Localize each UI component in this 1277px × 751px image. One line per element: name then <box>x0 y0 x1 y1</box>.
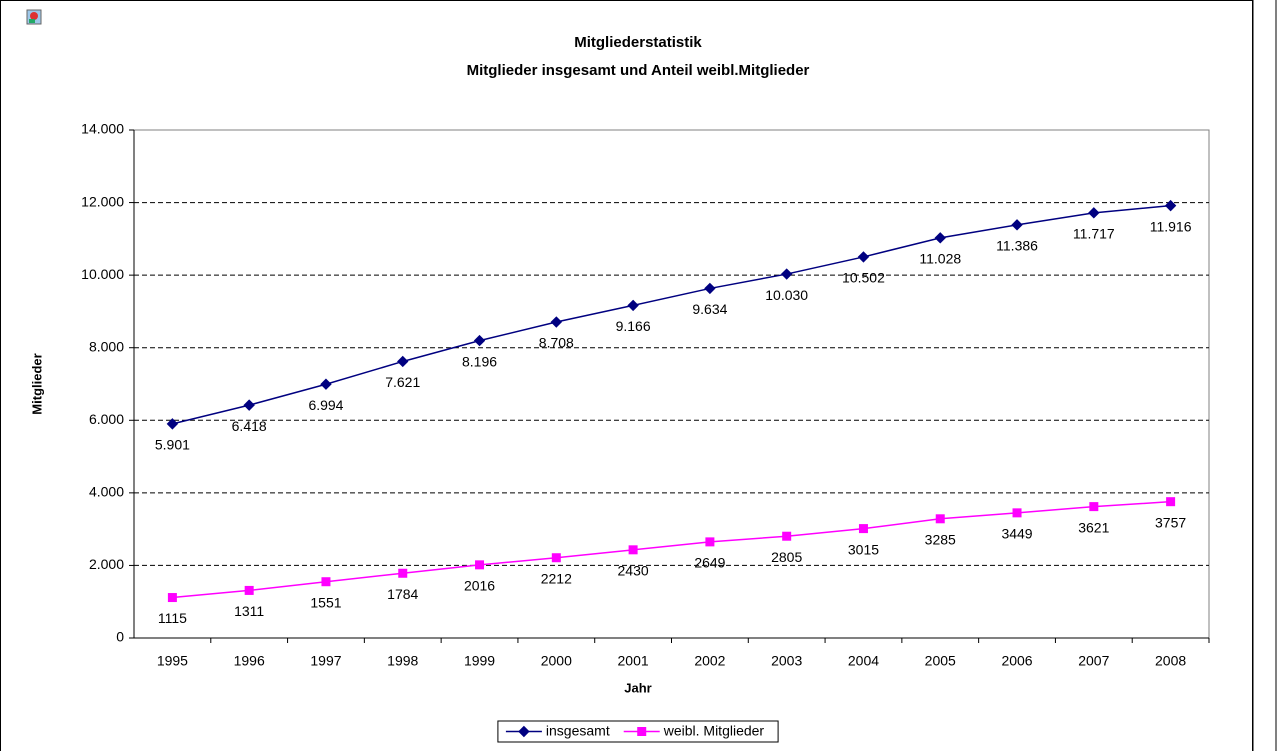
y-tick-label: 10.000 <box>81 266 124 282</box>
point <box>321 577 331 587</box>
point <box>243 399 255 411</box>
data-label: 6.418 <box>232 418 267 434</box>
data-label: 11.028 <box>919 251 961 267</box>
x-tick-label: 2000 <box>541 653 572 669</box>
legend-label: insgesamt <box>546 723 610 739</box>
x-tick-label: 2008 <box>1155 653 1186 669</box>
point <box>627 299 639 312</box>
point <box>705 537 715 547</box>
x-tick-label: 1999 <box>464 653 495 669</box>
legend-label: weibl. Mitglieder <box>663 723 765 739</box>
point <box>1164 199 1177 212</box>
data-label: 2649 <box>694 555 725 571</box>
plot-area <box>133 129 1210 639</box>
point <box>934 232 946 244</box>
x-tick-label: 2004 <box>848 653 879 669</box>
point <box>475 560 485 570</box>
y-tick-label: 6.000 <box>89 411 124 427</box>
data-label: 9.166 <box>616 318 651 334</box>
data-label: 1551 <box>310 594 341 610</box>
y-axis-title: Mitglieder <box>29 353 44 414</box>
x-tick-label: 1997 <box>310 653 341 669</box>
point <box>782 531 792 541</box>
chart-subtitle: Mitglieder insgesamt und Anteil weibl.Mi… <box>467 62 810 79</box>
y-tick-label: 14.000 <box>81 121 124 137</box>
data-label: 9.634 <box>692 301 727 317</box>
line <box>172 500 1171 599</box>
data-label: 7.621 <box>385 374 420 390</box>
point <box>1166 497 1176 507</box>
data-label: 11.386 <box>996 238 1038 254</box>
line <box>172 204 1171 425</box>
data-label: 3449 <box>1001 526 1032 542</box>
point <box>167 593 177 603</box>
point <box>166 418 179 430</box>
x-tick-label: 2006 <box>1001 653 1032 669</box>
y-tick-label: 8.000 <box>89 338 124 354</box>
point <box>551 553 561 563</box>
point <box>550 316 563 328</box>
data-label: 2430 <box>618 563 649 579</box>
x-tick-label: 1995 <box>157 653 188 669</box>
point <box>858 524 868 534</box>
legend: insgesamt weibl. Mitglieder <box>497 720 779 743</box>
data-label: 1784 <box>387 586 418 602</box>
y-tick-label: 2.000 <box>89 556 124 572</box>
x-tick-label: 1996 <box>234 653 265 669</box>
data-label: 1311 <box>234 603 264 619</box>
data-label: 11.717 <box>1073 226 1115 242</box>
x-tick-label: 2005 <box>925 653 956 669</box>
x-tick-label: 1998 <box>387 653 418 669</box>
y-tick-label: 12.000 <box>81 193 124 209</box>
icon <box>26 9 42 25</box>
x-tick-label: 2002 <box>694 653 725 669</box>
point <box>935 514 945 524</box>
y-tick-label: 0 <box>116 629 124 645</box>
point <box>1011 219 1023 231</box>
point <box>397 355 409 368</box>
point <box>320 378 332 390</box>
data-label: 2016 <box>464 578 495 594</box>
point <box>1012 508 1022 518</box>
point <box>704 282 716 295</box>
data-label: 5.901 <box>155 437 190 453</box>
data-label: 8.708 <box>539 335 574 351</box>
point <box>398 568 408 578</box>
data-label: 2212 <box>541 570 572 586</box>
x-tick-label: 2001 <box>618 653 649 669</box>
data-label: 3757 <box>1155 514 1186 530</box>
y-tick-label: 4.000 <box>89 484 124 500</box>
chart-title: Mitgliederstatistik <box>574 34 702 51</box>
point <box>780 268 793 280</box>
data-label: 3621 <box>1078 519 1109 535</box>
data-label: 2805 <box>771 549 802 565</box>
point <box>1089 502 1099 512</box>
data-label: 3015 <box>848 541 879 557</box>
point <box>628 545 638 555</box>
point <box>857 251 870 263</box>
point <box>244 585 254 595</box>
x-axis-title: Jahr <box>624 680 651 695</box>
point <box>637 727 647 736</box>
point <box>473 334 486 347</box>
data-label: 8.196 <box>462 353 497 369</box>
x-tick-label: 2003 <box>771 653 802 669</box>
point <box>518 725 530 738</box>
data-label: 11.916 <box>1150 218 1192 234</box>
x-tick-label: 2007 <box>1078 653 1109 669</box>
data-label: 3285 <box>925 532 956 548</box>
data-label: 10.502 <box>842 270 885 286</box>
data-label: 6.994 <box>308 397 343 413</box>
data-label: 10.030 <box>765 287 808 303</box>
point <box>1088 207 1100 219</box>
data-label: 1115 <box>158 610 187 626</box>
